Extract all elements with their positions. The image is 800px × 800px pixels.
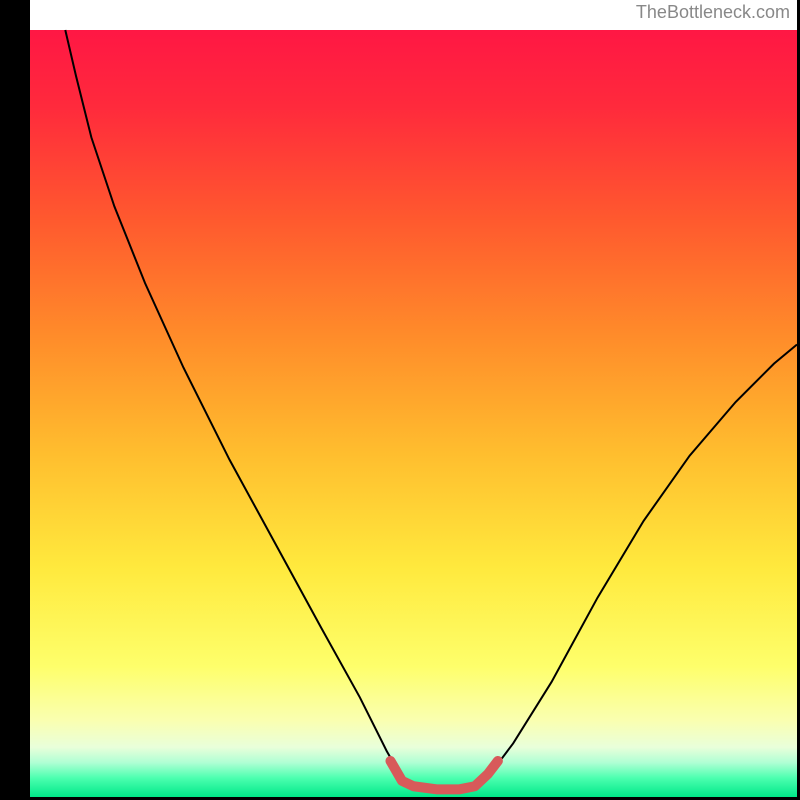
bottleneck-chart: TheBottleneck.com — [0, 0, 800, 800]
chart-svg — [0, 0, 800, 800]
attribution-label: TheBottleneck.com — [636, 2, 790, 23]
